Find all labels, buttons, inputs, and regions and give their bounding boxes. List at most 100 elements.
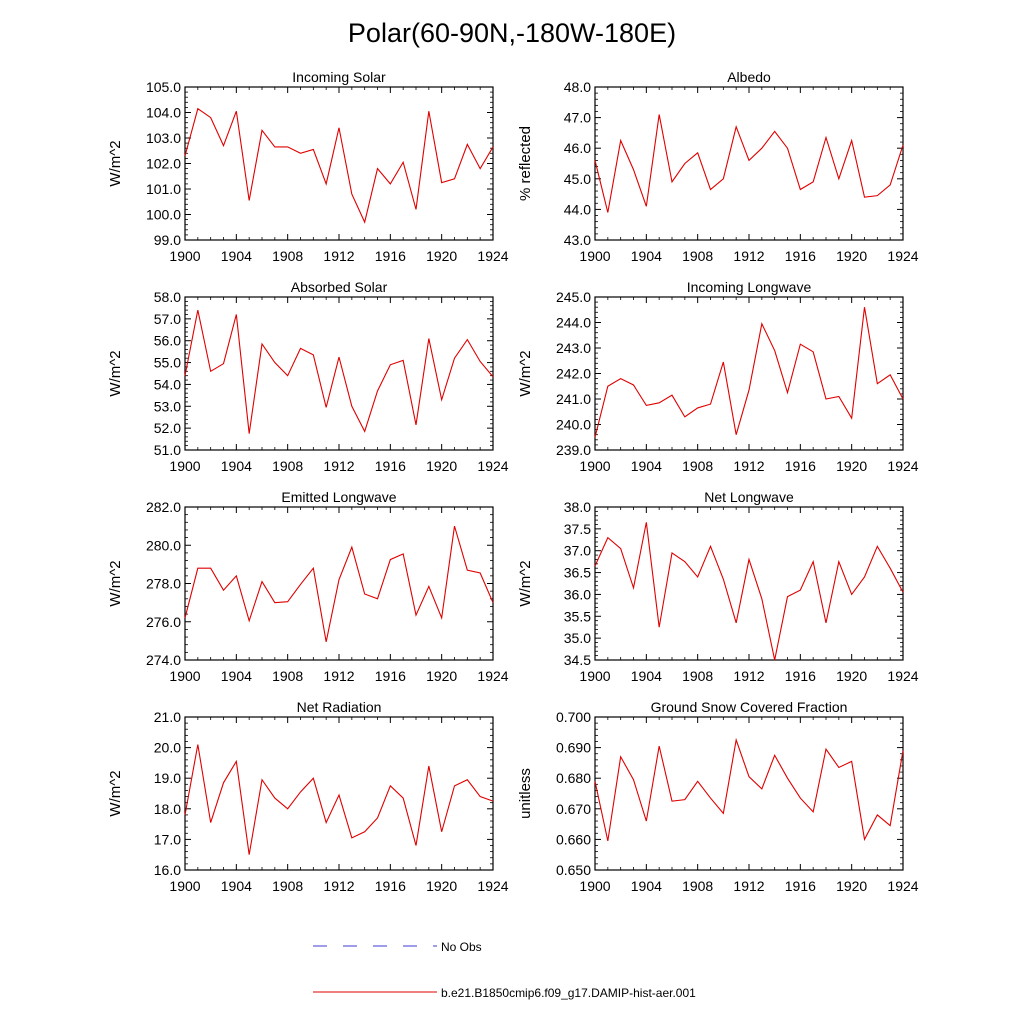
y-tick-label: 241.0: [556, 391, 591, 407]
x-tick-label: 1920: [426, 248, 457, 264]
x-tick-label: 1904: [631, 458, 662, 474]
y-tick-label: 280.0: [146, 537, 181, 553]
x-tick-label: 1916: [785, 248, 816, 264]
plot-frame: [184, 86, 494, 241]
x-tick-label: 1900: [579, 248, 610, 264]
x-tick-label: 1920: [836, 248, 867, 264]
x-tick-label: 1924: [477, 248, 508, 264]
y-tick-label: 16.0: [154, 862, 181, 878]
plot-frame: [184, 716, 494, 871]
legend-label: No Obs: [441, 940, 482, 954]
y-tick-label: 17.0: [154, 831, 181, 847]
figure-legend: No Obs b.e21.B1850cmip6.f09_g17.DAMIP-his…: [313, 940, 696, 1000]
x-tick-label: 1908: [682, 878, 713, 894]
y-tick-label: 243.0: [556, 340, 591, 356]
y-tick-label: 54.0: [154, 376, 181, 392]
x-tick-label: 1908: [272, 248, 303, 264]
panel-5: Emitted Longwave W/m^2 274.0 276.0 278.0 280.…: [107, 489, 509, 684]
y-tick-label: 36.0: [564, 586, 591, 602]
series-line: [594, 114, 904, 213]
y-tick-label: 103.0: [146, 130, 181, 146]
y-tick-label: 47.0: [564, 110, 591, 126]
y-axis-label: W/m^2: [107, 770, 124, 816]
series-line: [594, 307, 904, 438]
y-tick-label: 52.0: [154, 420, 181, 436]
plot-frame: [594, 506, 904, 661]
x-tick-label: 1916: [375, 668, 406, 684]
panel-6: Net Longwave W/m^2 34.5 35.0 35.5 36.0 36.5 37.…: [517, 489, 919, 684]
x-tick-label: 1904: [631, 668, 662, 684]
series-line: [594, 522, 904, 661]
y-tick-label: 99.0: [154, 232, 181, 248]
y-tick-label: 0.700: [556, 709, 591, 725]
x-tick-label: 1900: [169, 878, 200, 894]
series-line: [184, 309, 494, 434]
y-tick-label: 101.0: [146, 181, 181, 197]
series-line: [184, 107, 494, 224]
y-tick-label: 57.0: [154, 311, 181, 327]
x-tick-label: 1920: [426, 668, 457, 684]
x-tick-label: 1904: [221, 248, 252, 264]
series-line: [594, 737, 904, 842]
x-tick-label: 1900: [169, 458, 200, 474]
y-tick-label: 0.680: [556, 770, 591, 786]
x-tick-label: 1920: [426, 878, 457, 894]
x-tick-label: 1908: [272, 878, 303, 894]
y-tick-label: 51.0: [154, 442, 181, 458]
series-line: [184, 525, 494, 642]
x-tick-label: 1904: [221, 878, 252, 894]
x-tick-label: 1908: [272, 668, 303, 684]
y-axis-label: W/m^2: [107, 350, 124, 396]
y-tick-label: 38.0: [564, 499, 591, 515]
panel-title: Emitted Longwave: [281, 489, 396, 505]
x-tick-label: 1916: [375, 248, 406, 264]
y-tick-label: 0.690: [556, 740, 591, 756]
x-tick-label: 1924: [887, 878, 918, 894]
y-tick-label: 0.670: [556, 801, 591, 817]
y-axis-label: unitless: [517, 768, 534, 819]
x-tick-label: 1920: [836, 668, 867, 684]
y-tick-label: 19.0: [154, 770, 181, 786]
figure-title: Polar(60-90N,-180W-180E): [348, 18, 676, 48]
x-tick-label: 1904: [631, 878, 662, 894]
x-tick-label: 1924: [887, 668, 918, 684]
legend-label: b.e21.B1850cmip6.f09_g17.DAMIP-hist-aer.…: [441, 986, 696, 1000]
y-tick-label: 239.0: [556, 442, 591, 458]
y-axis-label: W/m^2: [107, 140, 124, 186]
y-axis-label: W/m^2: [517, 350, 534, 396]
panels: Incoming Solar W/m^2 99.0 100.0 101.0 102.0 10…: [107, 69, 919, 894]
x-tick-label: 1904: [221, 668, 252, 684]
y-tick-label: 56.0: [154, 333, 181, 349]
y-tick-label: 20.0: [154, 740, 181, 756]
x-tick-label: 1908: [682, 248, 713, 264]
panel-title: Net Longwave: [704, 489, 794, 505]
x-tick-label: 1912: [733, 878, 764, 894]
y-tick-label: 37.0: [564, 543, 591, 559]
y-tick-label: 44.0: [564, 201, 591, 217]
y-tick-label: 0.650: [556, 862, 591, 878]
x-tick-label: 1912: [323, 878, 354, 894]
x-tick-label: 1912: [323, 248, 354, 264]
y-tick-label: 104.0: [146, 105, 181, 121]
y-tick-label: 34.5: [564, 652, 591, 668]
x-tick-label: 1916: [785, 458, 816, 474]
x-tick-label: 1904: [221, 458, 252, 474]
x-tick-label: 1908: [272, 458, 303, 474]
y-tick-label: 37.5: [564, 521, 591, 537]
panel-title: Absorbed Solar: [291, 279, 388, 295]
y-tick-label: 245.0: [556, 289, 591, 305]
x-tick-label: 1916: [785, 878, 816, 894]
legend-item-2: b.e21.B1850cmip6.f09_g17.DAMIP-hist-aer.…: [313, 986, 696, 1000]
y-tick-label: 43.0: [564, 232, 591, 248]
y-tick-label: 36.5: [564, 565, 591, 581]
y-tick-label: 46.0: [564, 140, 591, 156]
x-tick-label: 1916: [375, 458, 406, 474]
y-tick-label: 55.0: [154, 355, 181, 371]
y-axis-label: W/m^2: [107, 560, 124, 606]
y-tick-label: 35.0: [564, 630, 591, 646]
y-tick-label: 45.0: [564, 171, 591, 187]
panel-4: Incoming Longwave W/m^2 239.0 240.0 241.0 242…: [517, 279, 919, 474]
panel-7: Net Radiation W/m^2 16.0 17.0 18.0 19.0 20.0 21…: [107, 699, 509, 894]
y-axis-label: % reflected: [517, 126, 534, 201]
